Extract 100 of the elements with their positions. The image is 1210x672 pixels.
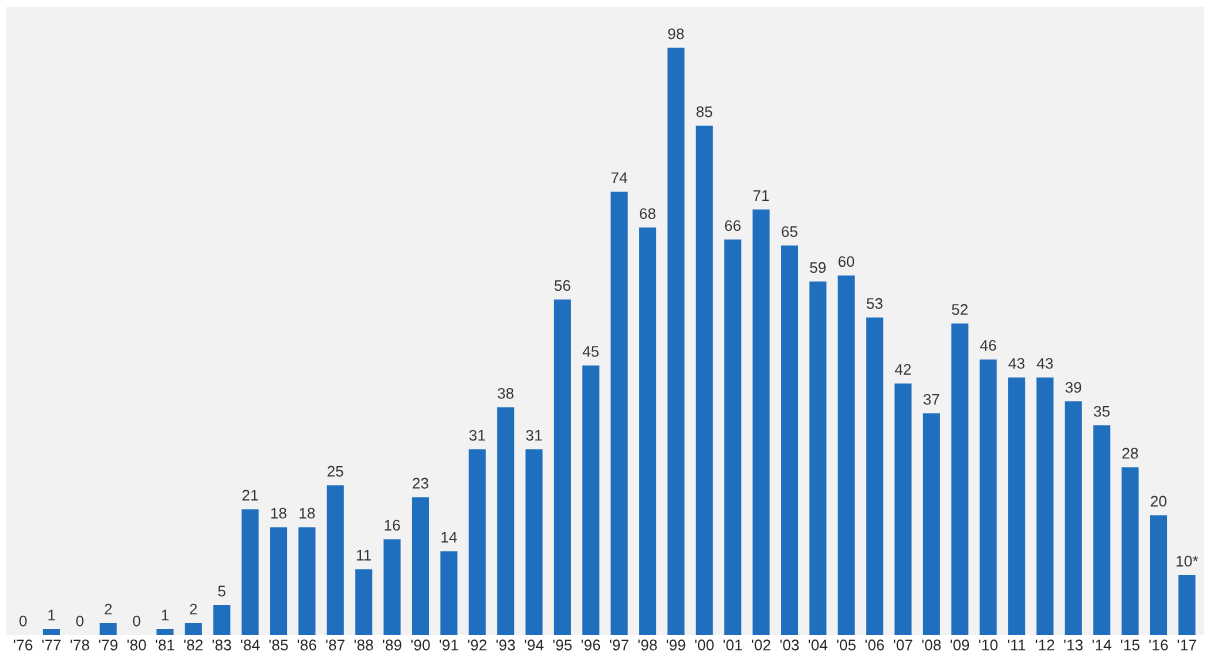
bar <box>1008 377 1026 636</box>
x-tick-label: '04 <box>808 639 828 651</box>
x-tick-label: '13 <box>1064 639 1083 651</box>
x-tick-label: '88 <box>354 639 374 651</box>
data-label: 38 <box>497 387 514 399</box>
data-label: 43 <box>1008 357 1025 369</box>
bar <box>355 569 373 636</box>
bar <box>1150 515 1168 636</box>
bar <box>99 623 117 636</box>
x-tick-label: '95 <box>553 639 572 651</box>
x-tick-label: '05 <box>837 639 856 651</box>
bar <box>156 629 174 636</box>
bar <box>809 281 827 636</box>
bar <box>1036 377 1054 636</box>
data-label: 14 <box>441 531 457 543</box>
x-tick-label: '93 <box>496 639 515 651</box>
bar <box>184 623 202 636</box>
x-tick-label: '82 <box>184 639 203 651</box>
bar <box>951 323 969 636</box>
bar <box>894 383 912 636</box>
x-tick-label: '89 <box>382 639 402 651</box>
data-label: 37 <box>923 393 940 405</box>
data-label: 85 <box>696 106 713 118</box>
bar <box>383 539 401 636</box>
data-label: 18 <box>299 507 315 519</box>
data-label: 98 <box>668 28 684 40</box>
bar <box>1178 575 1196 636</box>
bar <box>298 527 316 636</box>
x-tick-label: '12 <box>1035 639 1055 651</box>
data-label: 21 <box>242 489 258 501</box>
bar <box>270 527 288 636</box>
x-tick-label: '07 <box>893 639 913 651</box>
x-tick-label: '91 <box>439 639 459 651</box>
bar <box>866 317 884 636</box>
bar <box>639 227 657 636</box>
data-label: 0 <box>76 615 84 627</box>
x-tick-label: '11 <box>1007 639 1026 651</box>
bar <box>695 125 713 636</box>
bar <box>837 275 855 636</box>
x-tick-label: '83 <box>212 639 232 651</box>
bar <box>497 407 515 636</box>
data-label: 11 <box>356 549 371 561</box>
bar <box>553 299 571 636</box>
x-tick-label: '97 <box>610 639 629 651</box>
bar <box>411 497 430 636</box>
bar <box>724 239 742 636</box>
bar <box>42 629 60 636</box>
x-tick-label: '00 <box>695 639 714 651</box>
data-label: 25 <box>327 465 344 477</box>
x-tick-label: '77 <box>42 639 61 651</box>
data-label: 46 <box>980 340 997 351</box>
data-label: 16 <box>384 519 400 531</box>
data-label: 65 <box>781 226 798 237</box>
data-label: 42 <box>894 363 911 375</box>
x-tick-label: '81 <box>155 639 175 651</box>
x-tick-label: '86 <box>297 639 317 651</box>
data-label: 66 <box>725 220 741 231</box>
bar <box>440 551 458 636</box>
bar <box>1093 425 1111 636</box>
data-label: 71 <box>753 190 769 201</box>
bar <box>1121 467 1139 636</box>
data-label: 60 <box>838 256 855 267</box>
data-label: 28 <box>1122 447 1138 459</box>
data-label: 31 <box>469 429 486 441</box>
bar <box>667 47 685 636</box>
data-label: 0 <box>19 615 27 627</box>
x-tick-label: '15 <box>1120 639 1140 651</box>
x-tick-label: '17 <box>1177 639 1197 651</box>
bar <box>468 449 486 636</box>
x-tick-label: '90 <box>411 639 430 651</box>
x-tick-label: '80 <box>127 639 146 651</box>
data-label: 59 <box>810 262 826 273</box>
x-tick-label: '08 <box>922 639 941 651</box>
x-tick-label: '06 <box>865 639 884 651</box>
bar <box>213 605 231 636</box>
data-label: 43 <box>1036 357 1053 369</box>
x-tick-label: '10 <box>979 639 998 651</box>
data-label: 35 <box>1093 405 1110 417</box>
x-tick-label: '84 <box>240 639 260 651</box>
bar <box>525 449 543 636</box>
data-label: 20 <box>1150 495 1167 507</box>
data-label: 53 <box>866 298 883 309</box>
data-label: 39 <box>1065 381 1082 393</box>
data-label: 45 <box>582 346 599 357</box>
x-tick-label: '99 <box>666 639 686 651</box>
bar <box>1064 401 1082 636</box>
data-label: 2 <box>189 603 197 615</box>
data-label: 74 <box>611 172 628 183</box>
bar <box>922 413 940 636</box>
x-tick-label: '87 <box>326 639 345 651</box>
x-tick-label: '03 <box>780 639 799 651</box>
data-label: 56 <box>554 280 571 291</box>
x-tick-label: '02 <box>751 639 771 651</box>
data-label: 52 <box>951 304 968 315</box>
x-tick-label: '79 <box>99 639 118 651</box>
bar <box>326 485 344 636</box>
data-label: 10* <box>1176 555 1199 567</box>
data-label: 18 <box>271 507 287 519</box>
bar <box>780 245 799 636</box>
data-label: 0 <box>132 615 141 627</box>
